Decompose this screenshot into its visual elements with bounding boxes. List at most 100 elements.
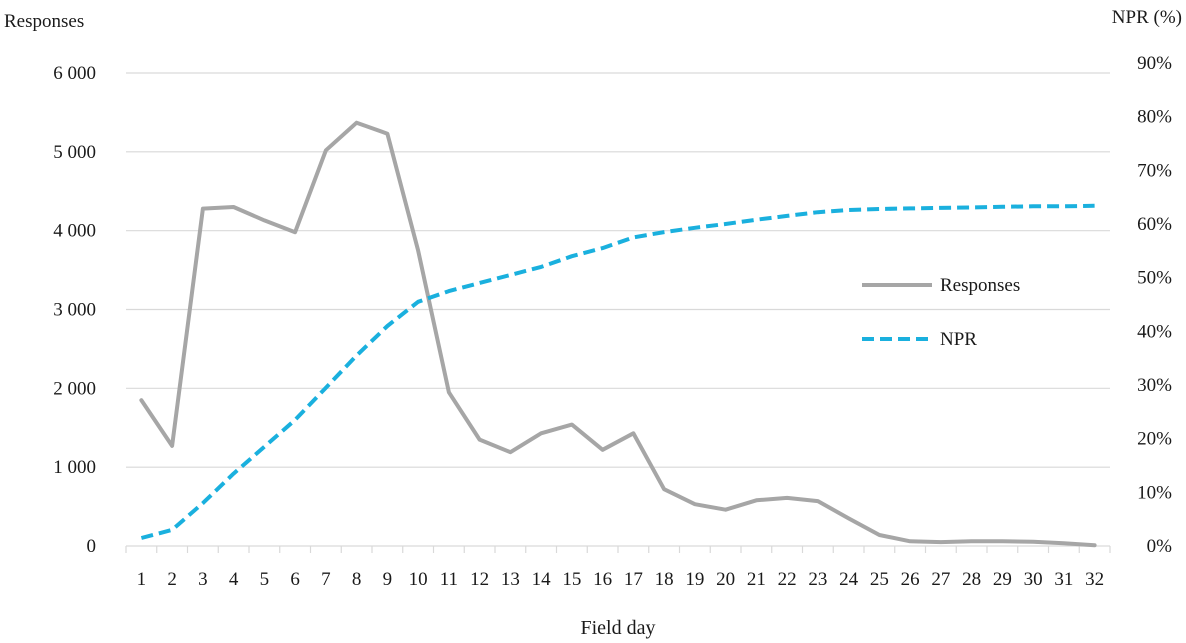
data-point-npr xyxy=(693,226,697,230)
x-tick-label: 1 xyxy=(137,569,147,590)
y-right-tick-label: 80% xyxy=(1137,107,1172,128)
data-point-responses xyxy=(1093,543,1097,547)
data-point-responses xyxy=(908,539,912,543)
x-axis-labels: 1 2 3 4 5 6 7 8 9 10 11 12 13 14 15 16 17 18 19 20 21 22 23 24 2… xyxy=(137,569,1105,590)
data-point-responses xyxy=(262,218,266,222)
x-tick-label: 26 xyxy=(901,569,920,590)
y-right-tick-label: 60% xyxy=(1137,214,1172,235)
data-point-responses xyxy=(508,450,512,454)
data-point-npr xyxy=(570,254,574,258)
data-point-npr xyxy=(539,265,543,269)
x-tick-label: 27 xyxy=(931,569,950,590)
data-point-npr xyxy=(508,273,512,277)
x-tick-label: 3 xyxy=(198,569,208,590)
data-point-responses xyxy=(631,431,635,435)
data-point-npr xyxy=(139,536,143,540)
y-left-tick-label: 2 000 xyxy=(53,378,96,399)
data-point-responses xyxy=(847,516,851,520)
data-point-responses xyxy=(416,248,420,252)
y-right-tick-label: 10% xyxy=(1137,482,1172,503)
data-point-responses xyxy=(785,496,789,500)
x-tick-label: 29 xyxy=(993,569,1012,590)
data-point-npr xyxy=(631,235,635,239)
gridlines xyxy=(126,72,1110,547)
y-left-tick-label: 3 000 xyxy=(53,300,96,321)
data-point-npr xyxy=(816,210,820,214)
y-axis-right-title: NPR (%) xyxy=(1112,7,1182,28)
data-point-responses xyxy=(478,438,482,442)
legend: Responses NPR xyxy=(862,275,1020,350)
y-right-tick-label: 50% xyxy=(1137,268,1172,289)
data-point-responses xyxy=(693,502,697,506)
data-point-responses xyxy=(724,508,728,512)
x-tick-label: 13 xyxy=(501,569,520,590)
data-point-npr xyxy=(478,281,482,285)
x-tick-label: 15 xyxy=(562,569,581,590)
x-tick-label: 17 xyxy=(624,569,643,590)
data-point-npr xyxy=(877,207,881,211)
series-line-responses xyxy=(139,120,1097,548)
x-tick-label: 30 xyxy=(1024,569,1043,590)
data-point-responses xyxy=(1031,540,1035,544)
x-tick-label: 9 xyxy=(383,569,393,590)
x-tick-label: 23 xyxy=(808,569,827,590)
data-point-responses xyxy=(1000,539,1004,543)
legend-label-npr: NPR xyxy=(940,329,977,350)
x-tick-label: 2 xyxy=(167,569,177,590)
data-point-responses xyxy=(232,205,236,209)
x-tick-label: 24 xyxy=(839,569,859,590)
data-point-npr xyxy=(970,205,974,209)
x-tick-label: 14 xyxy=(532,569,552,590)
data-point-npr xyxy=(355,353,359,357)
data-point-responses xyxy=(385,132,389,136)
x-tick-label: 7 xyxy=(321,569,331,590)
data-point-responses xyxy=(324,148,328,152)
x-tick-label: 28 xyxy=(962,569,981,590)
y-left-tick-label: 5 000 xyxy=(53,142,96,163)
data-point-responses xyxy=(1062,541,1066,545)
data-point-responses xyxy=(970,539,974,543)
data-point-npr xyxy=(847,208,851,212)
y-right-tick-label: 20% xyxy=(1137,429,1172,450)
data-point-responses xyxy=(170,444,174,448)
data-point-npr xyxy=(170,528,174,532)
x-tick-label: 18 xyxy=(655,569,674,590)
data-point-responses xyxy=(939,540,943,544)
data-point-npr xyxy=(908,206,912,210)
data-point-npr xyxy=(1062,204,1066,208)
x-axis-title: Field day xyxy=(581,617,656,639)
x-tick-label: 25 xyxy=(870,569,889,590)
x-tick-label: 20 xyxy=(716,569,735,590)
series-lines xyxy=(139,120,1097,548)
data-point-responses xyxy=(201,207,205,211)
data-point-responses xyxy=(662,487,666,491)
x-tick-label: 16 xyxy=(593,569,612,590)
y-left-tick-label: 1 000 xyxy=(53,457,96,478)
y-right-tick-label: 40% xyxy=(1137,321,1172,342)
x-tick-label: 11 xyxy=(440,569,458,590)
y-right-tick-label: 70% xyxy=(1137,160,1172,181)
data-point-responses xyxy=(877,533,881,537)
x-tick-label: 8 xyxy=(352,569,362,590)
data-point-npr xyxy=(201,501,205,505)
y-left-tick-label: 4 000 xyxy=(53,221,96,242)
data-point-responses xyxy=(816,499,820,503)
data-point-npr xyxy=(724,222,728,226)
y-axis-left-labels: 0 1 000 2 000 3 000 4 000 5 000 6 000 xyxy=(53,63,96,557)
data-point-npr xyxy=(785,214,789,218)
data-point-responses xyxy=(447,390,451,394)
y-right-tick-label: 90% xyxy=(1137,53,1172,74)
x-tick-label: 19 xyxy=(685,569,704,590)
data-point-npr xyxy=(1093,204,1097,208)
x-tick-label: 6 xyxy=(290,569,300,590)
data-point-npr xyxy=(662,230,666,234)
x-axis-ticks xyxy=(125,546,1111,553)
y-right-tick-label: 0% xyxy=(1147,536,1173,557)
data-point-npr xyxy=(385,324,389,328)
y-left-tick-label: 0 xyxy=(87,536,97,557)
x-tick-label: 31 xyxy=(1054,569,1073,590)
data-point-npr xyxy=(447,289,451,293)
x-tick-label: 10 xyxy=(409,569,428,590)
x-tick-label: 32 xyxy=(1085,569,1104,590)
